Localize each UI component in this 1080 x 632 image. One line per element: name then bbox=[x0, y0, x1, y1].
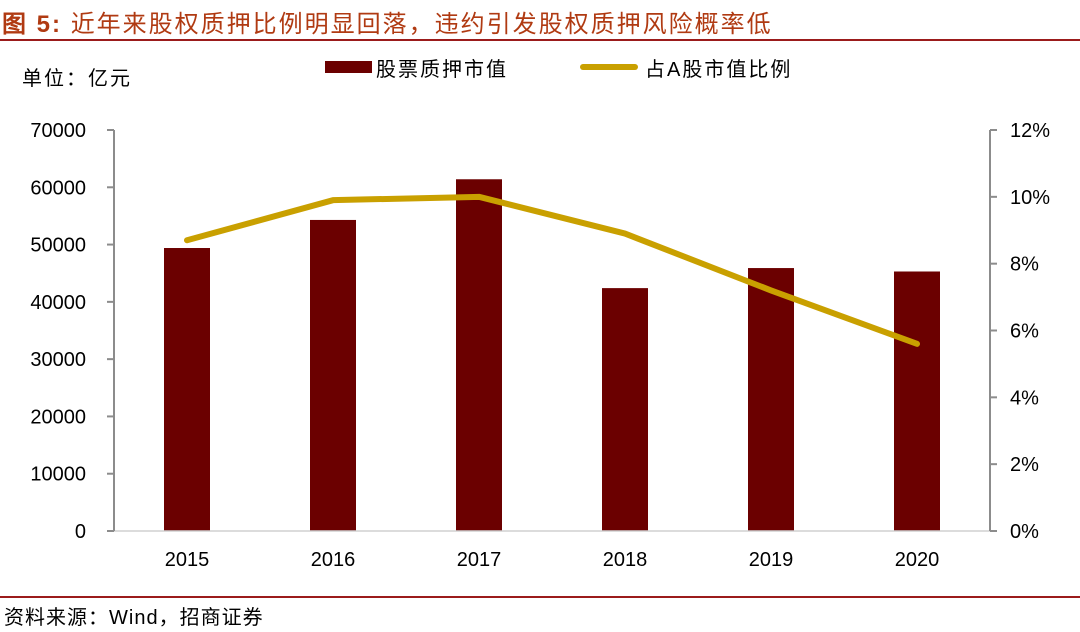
legend-bar-label: 股票质押市值 bbox=[376, 58, 508, 81]
source-note: 资料来源：Wind，招商证券 bbox=[4, 607, 264, 629]
bar-2017 bbox=[456, 179, 502, 531]
bar-2016 bbox=[310, 219, 356, 531]
axis-labels: 0 10000 20000 30000 40000 50000 60000 70000 0% 2%… bbox=[30, 120, 1050, 571]
axes bbox=[107, 129, 997, 532]
right-tick-label: 0% bbox=[1010, 521, 1039, 543]
category-label: 2017 bbox=[457, 549, 502, 571]
category-label: 2018 bbox=[603, 549, 648, 571]
legend-bar-swatch bbox=[325, 61, 372, 73]
line-series bbox=[184, 193, 920, 347]
figure-title-text: 近年来股权质押比例明显回落，违约引发股权质押风险概率低 bbox=[70, 11, 773, 38]
right-tick-label: 4% bbox=[1010, 387, 1039, 409]
legend: 股票质押市值 占A股市值比例 bbox=[325, 58, 792, 81]
right-tick-label: 6% bbox=[1010, 321, 1039, 343]
category-label: 2019 bbox=[749, 549, 794, 571]
figure-title: 图 5: 近年来股权质押比例明显回落，违约引发股权质押风险概率低 bbox=[2, 4, 773, 39]
bar-2015 bbox=[164, 248, 210, 531]
left-tick-label: 70000 bbox=[30, 120, 86, 142]
left-tick-label: 60000 bbox=[30, 177, 86, 199]
bar-2020 bbox=[894, 271, 940, 531]
right-tick-label: 2% bbox=[1010, 454, 1039, 476]
title-divider bbox=[0, 39, 1080, 41]
category-label: 2020 bbox=[895, 549, 940, 571]
figure-label: 图 5: bbox=[2, 11, 63, 38]
right-tick-label: 8% bbox=[1010, 254, 1039, 276]
right-tick-label: 10% bbox=[1010, 187, 1050, 209]
right-tick-label: 12% bbox=[1010, 120, 1050, 142]
footer-divider bbox=[0, 596, 1080, 598]
left-tick-label: 20000 bbox=[30, 406, 86, 428]
unit-label: 单位：亿元 bbox=[22, 68, 132, 90]
category-label: 2016 bbox=[311, 549, 356, 571]
ratio-line bbox=[184, 193, 920, 347]
bar-series bbox=[164, 179, 940, 531]
legend-line-label: 占A股市值比例 bbox=[645, 58, 792, 81]
left-tick-label: 0 bbox=[75, 521, 86, 543]
bar-2019 bbox=[748, 268, 794, 531]
left-tick-label: 30000 bbox=[30, 349, 86, 371]
bar-2018 bbox=[602, 288, 648, 531]
category-label: 2015 bbox=[165, 549, 210, 571]
left-tick-label: 50000 bbox=[30, 235, 86, 257]
left-tick-label: 40000 bbox=[30, 292, 86, 314]
left-tick-label: 10000 bbox=[30, 464, 86, 486]
